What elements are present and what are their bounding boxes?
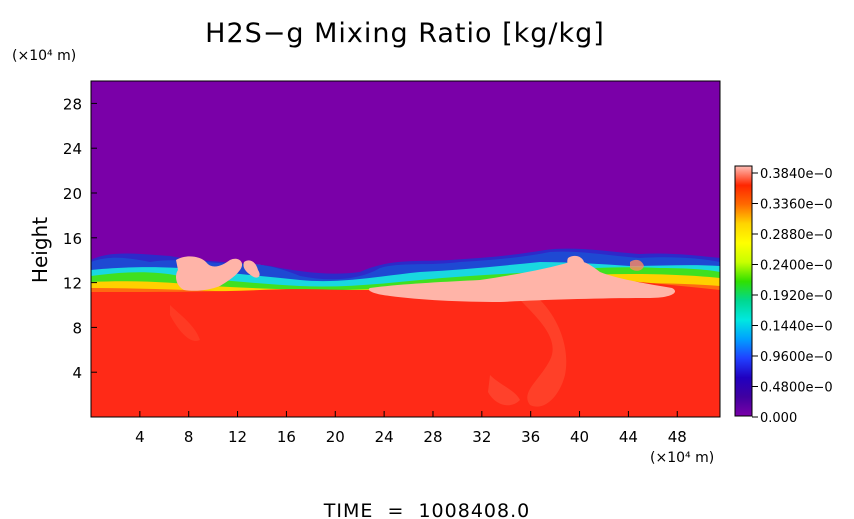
y-tick-label: 28 bbox=[63, 95, 82, 113]
x-tick-label: 32 bbox=[472, 428, 491, 446]
colorbar-label: 0.2400e−0 bbox=[760, 259, 833, 274]
y-tick-label: 8 bbox=[72, 319, 82, 337]
x-tick-label: 28 bbox=[423, 428, 442, 446]
x-axis-ticks: 4 8 12 16 20 24 28 32 36 40 44 48 bbox=[135, 411, 687, 446]
y-tick-label: 24 bbox=[63, 140, 82, 158]
x-tick-label: 12 bbox=[228, 428, 247, 446]
cloud-patch-3 bbox=[368, 260, 676, 302]
x-tick-label: 16 bbox=[277, 428, 296, 446]
x-tick-label: 20 bbox=[326, 428, 345, 446]
y-axis-label: Height bbox=[28, 217, 52, 283]
colorbar-label: 0.3360e−0 bbox=[760, 198, 833, 213]
cloud-patch-4 bbox=[567, 255, 585, 271]
x-tick-label: 8 bbox=[184, 428, 194, 446]
x-tick-label: 36 bbox=[521, 428, 540, 446]
y-tick-label: 4 bbox=[72, 364, 82, 382]
x-tick-label: 44 bbox=[619, 428, 638, 446]
colorbar-labels: 0.3840e−0 0.3360e−0 0.2880e−0 0.2400e−0 0.19… bbox=[752, 167, 833, 426]
cloud-patch-1 bbox=[176, 256, 243, 291]
swirl-2 bbox=[488, 375, 520, 406]
y-axis-ticks: 4 8 12 16 20 24 28 bbox=[63, 95, 97, 382]
swirl-1 bbox=[520, 300, 567, 407]
x-tick-label: 24 bbox=[375, 428, 394, 446]
y-tick-label: 20 bbox=[63, 185, 82, 203]
y-unit-label: (×10⁴ m) bbox=[12, 48, 76, 64]
cloud-patch-2 bbox=[243, 260, 260, 278]
heatmap-field bbox=[91, 81, 720, 417]
x-tick-label: 4 bbox=[135, 428, 145, 446]
time-footer: TIME = 1008408.0 bbox=[323, 500, 530, 519]
red-body bbox=[91, 278, 720, 417]
y-tick-label: 12 bbox=[63, 275, 82, 293]
x-tick-label: 40 bbox=[570, 428, 589, 446]
x-tick-label: 48 bbox=[668, 428, 687, 446]
colorbar-label: 0.2880e−0 bbox=[760, 228, 833, 243]
colorbar-label: 0.1440e−0 bbox=[760, 320, 833, 335]
chart-title: H2S−g Mixing Ratio [kg/kg] bbox=[205, 18, 605, 49]
colorbar-label: 0.1920e−0 bbox=[760, 289, 833, 304]
plot-frame bbox=[90, 80, 721, 418]
colorbar-label: 0.4800e−0 bbox=[760, 381, 833, 396]
colorbar-label: 0.3840e−0 bbox=[760, 167, 833, 182]
cloud-patch-5 bbox=[630, 259, 644, 271]
colorbar bbox=[734, 165, 753, 417]
swirl-3 bbox=[170, 305, 200, 341]
colorbar-label: 0.000 bbox=[760, 411, 797, 426]
y-tick-label: 16 bbox=[63, 230, 82, 248]
colorbar-label: 0.9600e−0 bbox=[760, 350, 833, 365]
x-unit-label: (×10⁴ m) bbox=[650, 450, 714, 466]
